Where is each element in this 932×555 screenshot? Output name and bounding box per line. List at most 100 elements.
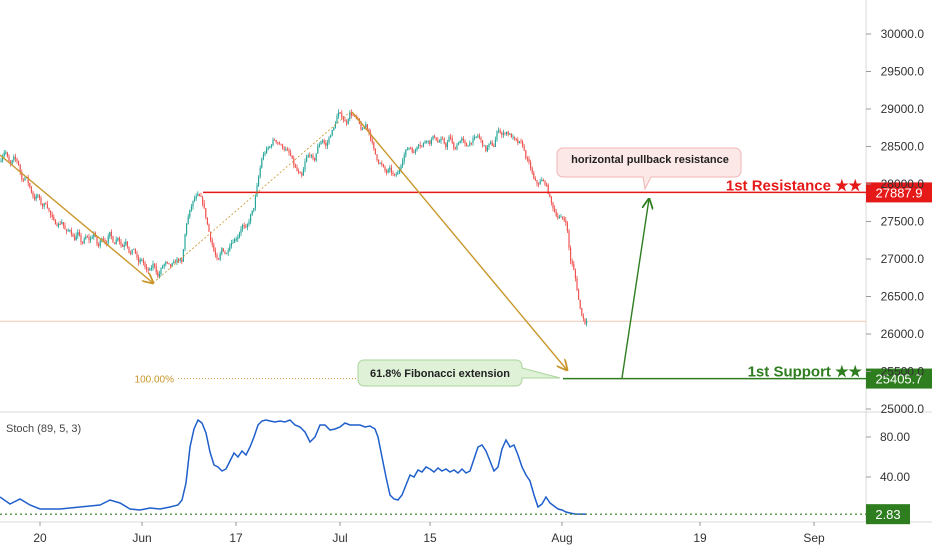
candle-body bbox=[494, 139, 496, 147]
time-tick-label: Aug bbox=[551, 531, 572, 545]
candle-body bbox=[187, 216, 189, 224]
candle-body bbox=[549, 193, 551, 197]
candle-body bbox=[574, 269, 576, 279]
resistance-price-badge bbox=[866, 182, 932, 203]
candle-body bbox=[413, 152, 415, 154]
candle-body bbox=[77, 231, 79, 236]
time-tick-label: Sep bbox=[803, 531, 825, 545]
candle-body bbox=[402, 161, 404, 166]
candle-body bbox=[563, 218, 565, 221]
candle-body bbox=[534, 178, 536, 181]
time-tick-label: Jul bbox=[332, 531, 347, 545]
candle-body bbox=[99, 240, 101, 246]
candle-body bbox=[342, 117, 344, 120]
candle-body bbox=[491, 142, 493, 146]
candle-body bbox=[61, 222, 63, 225]
candle-body bbox=[242, 225, 244, 229]
candle-body bbox=[456, 144, 458, 150]
candle-body bbox=[467, 145, 469, 147]
candle-body bbox=[338, 112, 340, 117]
candle-body bbox=[307, 155, 309, 157]
candle-body bbox=[82, 241, 84, 244]
candle-body bbox=[440, 138, 442, 142]
candle-body bbox=[157, 272, 159, 277]
candle-body bbox=[30, 187, 32, 193]
candle-body bbox=[46, 204, 48, 209]
candle-body bbox=[150, 268, 152, 270]
candle-body bbox=[253, 208, 255, 211]
candle-body bbox=[347, 119, 349, 124]
candle-body bbox=[208, 224, 210, 232]
candle-body bbox=[29, 183, 31, 188]
candle-body bbox=[168, 262, 170, 265]
candle-body bbox=[237, 237, 239, 240]
candle-body bbox=[203, 203, 205, 209]
candle-body bbox=[514, 136, 516, 139]
candle-body bbox=[27, 176, 29, 184]
candle-body bbox=[506, 131, 508, 134]
candle-body bbox=[557, 215, 559, 218]
candle-body bbox=[184, 234, 186, 250]
candle-body bbox=[365, 124, 367, 128]
fib-level-label: 100.00% bbox=[135, 375, 175, 386]
candle-body bbox=[146, 266, 148, 270]
candle-body bbox=[248, 221, 250, 225]
candle-body bbox=[43, 203, 45, 207]
candle-body bbox=[482, 140, 484, 146]
stoch-tick-label: 40.00 bbox=[880, 470, 910, 484]
candle-body bbox=[246, 224, 248, 228]
candle-body bbox=[190, 206, 192, 210]
candle-body bbox=[582, 315, 584, 319]
candle-body bbox=[163, 264, 165, 267]
candle-body bbox=[398, 169, 400, 173]
candle-body bbox=[195, 195, 197, 199]
candle-body bbox=[531, 168, 533, 173]
candle-body bbox=[288, 150, 290, 153]
candle-body bbox=[123, 244, 125, 247]
candle-body bbox=[410, 147, 412, 149]
support-price-label: 25405.7 bbox=[876, 372, 923, 387]
candle-body bbox=[173, 261, 175, 264]
candle-body bbox=[509, 133, 511, 135]
candle-body bbox=[235, 239, 237, 241]
candle-body bbox=[66, 229, 68, 231]
candle-body bbox=[578, 290, 580, 300]
candle-body bbox=[544, 180, 546, 185]
candle-body bbox=[517, 139, 519, 143]
candle-body bbox=[45, 203, 47, 205]
candle-body bbox=[522, 141, 524, 147]
candle-body bbox=[176, 258, 178, 263]
candle-body bbox=[56, 224, 58, 226]
candle-body bbox=[379, 163, 381, 165]
candle-body bbox=[424, 141, 426, 144]
candle-body bbox=[496, 131, 498, 140]
candle-body bbox=[568, 231, 570, 248]
candle-body bbox=[432, 135, 434, 140]
candle-body bbox=[51, 214, 53, 217]
candle-body bbox=[120, 241, 122, 246]
candle-body bbox=[296, 167, 298, 171]
fib-leg-arrow-1 bbox=[0, 154, 153, 283]
candle-body bbox=[78, 231, 80, 236]
candle-body bbox=[42, 204, 44, 207]
candle-body bbox=[58, 223, 60, 226]
candle-body bbox=[270, 145, 272, 147]
candle-body bbox=[469, 142, 471, 146]
candle-body bbox=[178, 258, 180, 261]
candle-body bbox=[448, 136, 450, 143]
candle-body bbox=[118, 238, 120, 242]
candle-body bbox=[40, 197, 42, 205]
candle-body bbox=[90, 238, 92, 240]
candle-body bbox=[112, 236, 114, 243]
candle-body bbox=[461, 138, 463, 141]
candle-body bbox=[142, 259, 144, 263]
candle-body bbox=[541, 179, 543, 182]
candle-body bbox=[502, 132, 504, 135]
candle-body bbox=[416, 146, 418, 151]
candle-body bbox=[470, 142, 472, 144]
candle-body bbox=[488, 143, 490, 148]
candle-body bbox=[499, 130, 501, 133]
candle-body bbox=[376, 154, 378, 160]
